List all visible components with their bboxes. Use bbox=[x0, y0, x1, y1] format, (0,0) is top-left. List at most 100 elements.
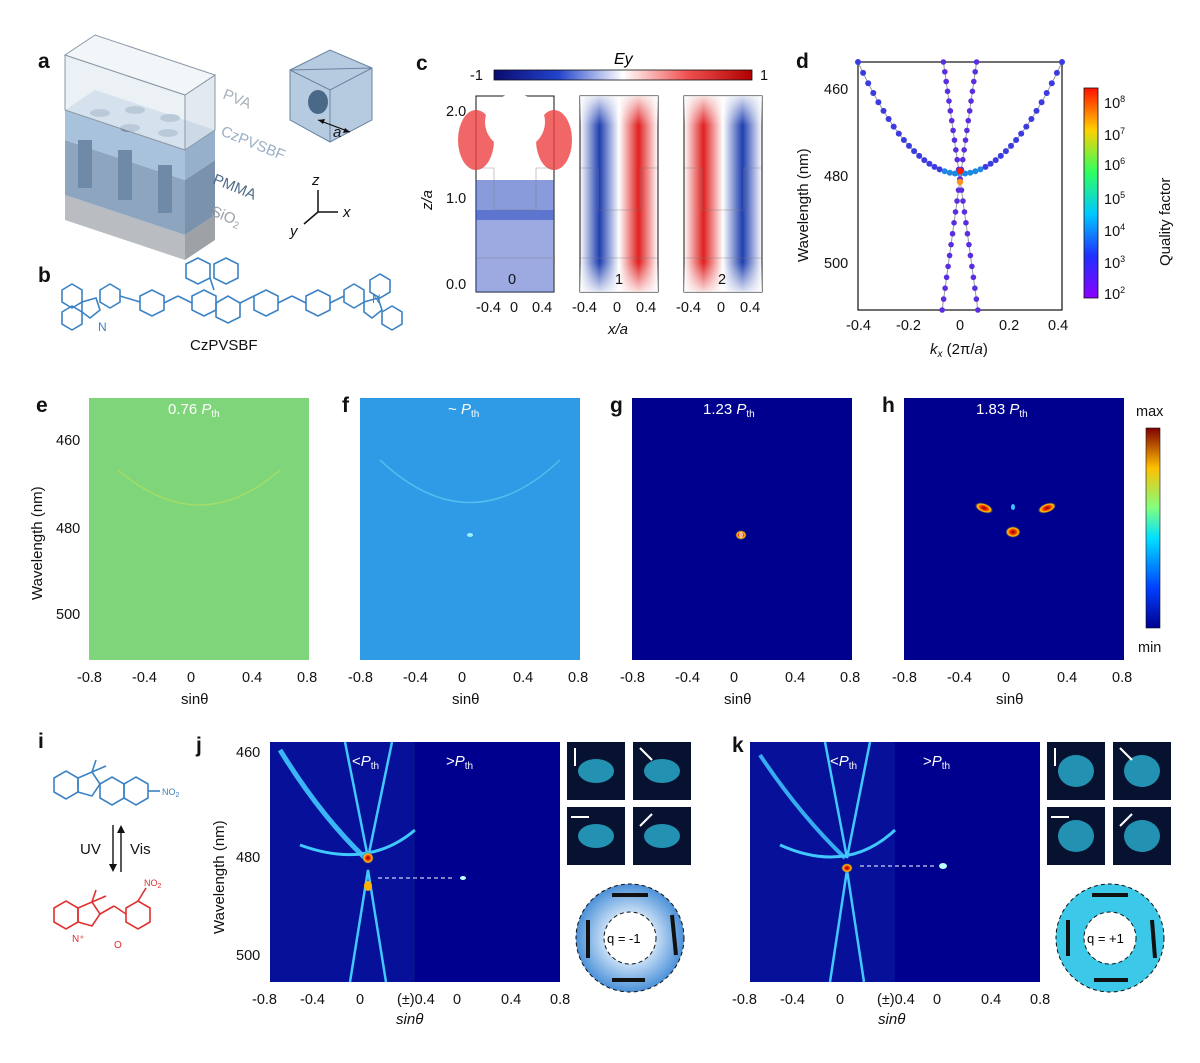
d-parabolic-point bbox=[1048, 80, 1055, 87]
panel-e-spectrum: 0.76 Pth bbox=[89, 398, 309, 660]
q-tick-5: 105 bbox=[1104, 190, 1125, 208]
d-linear-point bbox=[942, 285, 948, 292]
spectra-xtick: -0.8 bbox=[348, 670, 373, 686]
e-ytick-480: 480 bbox=[56, 521, 80, 537]
d-parabolic-point bbox=[916, 152, 923, 159]
panel-g-spectrum: 1.23 Pth bbox=[632, 398, 852, 660]
jk-xtick: 0 bbox=[453, 992, 461, 1008]
d-series-group bbox=[855, 59, 1065, 313]
d-linear-point bbox=[952, 209, 959, 215]
e-background bbox=[89, 398, 309, 660]
d-linear-point bbox=[944, 88, 951, 95]
d-parabolic-point bbox=[997, 152, 1004, 159]
d-parabolic-point bbox=[987, 160, 994, 167]
svg-text:N⁺: N⁺ bbox=[72, 934, 85, 945]
jk-xtick: 0.8 bbox=[550, 992, 570, 1008]
panel-j-spectrum: <Pth >Pth 460 480 500 Wavelength (nm) si… bbox=[211, 741, 560, 1028]
c3-xtick-b: 0 bbox=[717, 300, 725, 316]
panel-label-i: i bbox=[38, 730, 44, 753]
panel-label-d: d bbox=[796, 50, 809, 73]
d-parabolic-point bbox=[900, 136, 907, 143]
d-linear-point bbox=[948, 117, 955, 124]
d-parabolic-point bbox=[946, 169, 953, 176]
d-linear-point bbox=[955, 187, 962, 193]
d-parabolic-point bbox=[1033, 107, 1040, 114]
d-xtick-2: 0 bbox=[956, 318, 964, 334]
spectra-xtick: -0.4 bbox=[675, 670, 700, 686]
d-parabolic-point bbox=[870, 90, 877, 97]
ey-colorbar-min: -1 bbox=[470, 68, 483, 84]
d-linear-point bbox=[950, 127, 956, 134]
j-ytick-480: 480 bbox=[236, 850, 260, 866]
q-tick-2: 102 bbox=[1104, 285, 1125, 303]
jk-xtick: 0 bbox=[836, 992, 844, 1008]
panel-label-h: h bbox=[882, 394, 895, 417]
c-ytick-0: 0.0 bbox=[446, 277, 466, 293]
cbar-min-label: min bbox=[1138, 640, 1161, 656]
layer-pmma-label: PMMA bbox=[211, 171, 259, 204]
spectra-xtick: 0.8 bbox=[840, 670, 860, 686]
j-ylabel: Wavelength (nm) bbox=[211, 820, 228, 934]
d-ytick-480: 480 bbox=[824, 169, 848, 185]
d-parabolic-point bbox=[977, 166, 984, 173]
d-parabolic-point bbox=[1013, 136, 1020, 143]
g-background bbox=[632, 398, 852, 660]
panel-b-molecule bbox=[61, 257, 403, 331]
d-linear-point bbox=[954, 198, 960, 204]
e-ytick-460: 460 bbox=[56, 433, 80, 449]
jk-xtick: -0.4 bbox=[780, 992, 805, 1008]
axis-x-label: x bbox=[342, 204, 351, 221]
panel-label-e: e bbox=[36, 394, 48, 417]
panel-f-spectrum: ~ Pth bbox=[360, 398, 580, 660]
d-parabolic-point bbox=[1002, 148, 1009, 155]
uv-label: UV bbox=[80, 841, 101, 858]
c-xlabel: x/a bbox=[607, 321, 628, 338]
spectra-xtick: -0.4 bbox=[132, 670, 157, 686]
spectra-xtick: 0.8 bbox=[568, 670, 588, 686]
field-map-mode-0: 0 bbox=[458, 94, 572, 293]
d-linear-point bbox=[959, 156, 966, 163]
spectra-xlabel: sinθ bbox=[996, 691, 1024, 708]
panel-label-j: j bbox=[195, 734, 202, 757]
d-linear-point bbox=[969, 263, 975, 270]
d-linear-point bbox=[953, 147, 959, 153]
q-tick-7: 107 bbox=[1104, 126, 1125, 144]
d-linear-point bbox=[975, 307, 981, 313]
d-linear-point bbox=[973, 296, 980, 302]
j-xlabel: sinθ bbox=[396, 1011, 423, 1028]
spectra-xtick: 0 bbox=[1002, 670, 1010, 686]
d-linear-point bbox=[970, 274, 977, 281]
g-title: 1.23 Pth bbox=[703, 401, 755, 420]
mode-label-1: 1 bbox=[615, 272, 623, 288]
jk-xtick: 0 bbox=[933, 992, 941, 1008]
d-linear-point bbox=[961, 209, 968, 215]
d-linear-point bbox=[946, 98, 952, 104]
panel-label-c: c bbox=[416, 52, 428, 75]
jk-xtick: 0.4 bbox=[501, 992, 521, 1008]
d-xlabel: kx (2π/a) bbox=[930, 341, 988, 360]
d-parabolic-point bbox=[855, 59, 861, 65]
d-parabolic-point bbox=[982, 163, 989, 170]
spectra-xtick: -0.4 bbox=[403, 670, 428, 686]
mode-label-0: 0 bbox=[508, 272, 516, 288]
d-linear-point bbox=[951, 220, 957, 226]
jk-xtick: -0.4 bbox=[300, 992, 325, 1008]
d-linear-point bbox=[942, 68, 948, 75]
d-parabolic-point bbox=[1059, 59, 1065, 65]
axis-z-label: z bbox=[311, 172, 320, 189]
svg-text:O: O bbox=[114, 940, 122, 951]
d-parabolic-point bbox=[972, 168, 979, 175]
q-tick-4: 104 bbox=[1104, 222, 1125, 240]
d-linear-point bbox=[939, 307, 945, 313]
d-parabolic-point bbox=[890, 123, 897, 130]
spectra-xlabel: sinθ bbox=[181, 691, 209, 708]
panel-label-b: b bbox=[38, 264, 51, 287]
panel-k-insets: q = +1 bbox=[1047, 742, 1171, 993]
spectra-xtick: 0 bbox=[458, 670, 466, 686]
layer-pva-label: PVA bbox=[221, 86, 254, 113]
spectra-xtick: -0.8 bbox=[892, 670, 917, 686]
d-parabolic-point bbox=[951, 170, 958, 177]
axis-y-label: y bbox=[289, 223, 299, 240]
d-linear-point bbox=[968, 98, 974, 104]
